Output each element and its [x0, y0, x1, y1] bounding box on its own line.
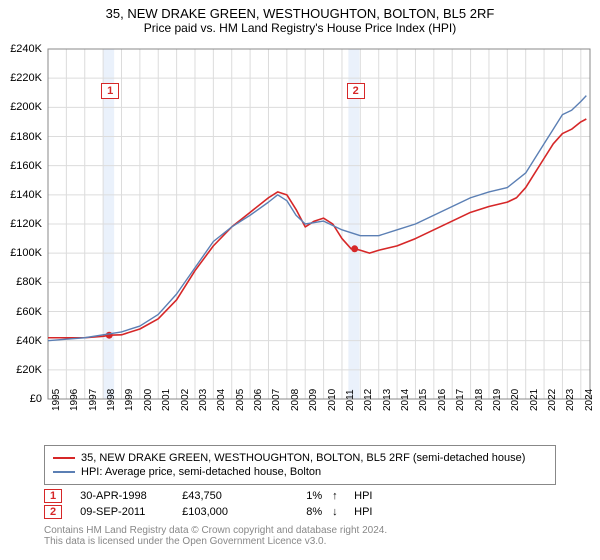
footer-line2: This data is licensed under the Open Gov… — [44, 536, 556, 547]
sale-pct: 8% — [272, 506, 322, 518]
legend-item: 35, NEW DRAKE GREEN, WESTHOUGHTON, BOLTO… — [53, 452, 547, 464]
y-tick-label: £0 — [0, 393, 42, 405]
x-tick-label: 2007 — [271, 389, 282, 411]
x-tick-label: 2021 — [529, 389, 540, 411]
x-tick-label: 2006 — [253, 389, 264, 411]
x-tick-label: 2016 — [437, 389, 448, 411]
y-tick-label: £60K — [0, 306, 42, 318]
x-tick-label: 2012 — [363, 389, 374, 411]
y-tick-label: £100K — [0, 247, 42, 259]
sale-row: 2 09-SEP-2011 £103,000 8% ↓ HPI — [44, 505, 556, 519]
sale-row: 1 30-APR-1998 £43,750 1% ↑ HPI — [44, 489, 556, 503]
x-tick-label: 2015 — [418, 389, 429, 411]
legend-swatch — [53, 457, 75, 459]
x-tick-label: 2000 — [143, 389, 154, 411]
chart-container: 35, NEW DRAKE GREEN, WESTHOUGHTON, BOLTO… — [0, 0, 600, 560]
page-title: 35, NEW DRAKE GREEN, WESTHOUGHTON, BOLTO… — [0, 0, 600, 21]
arrow-icon: ↓ — [332, 506, 344, 518]
legend: 35, NEW DRAKE GREEN, WESTHOUGHTON, BOLTO… — [44, 445, 556, 485]
arrow-icon: ↑ — [332, 490, 344, 502]
x-tick-label: 1999 — [124, 389, 135, 411]
x-tick-label: 1996 — [69, 389, 80, 411]
y-tick-label: £160K — [0, 160, 42, 172]
y-tick-label: £40K — [0, 335, 42, 347]
x-tick-label: 2023 — [565, 389, 576, 411]
sale-date: 09-SEP-2011 — [72, 506, 172, 518]
x-tick-label: 2017 — [455, 389, 466, 411]
legend-label: 35, NEW DRAKE GREEN, WESTHOUGHTON, BOLTO… — [81, 452, 525, 464]
x-tick-label: 2013 — [382, 389, 393, 411]
sale-pct: 1% — [272, 490, 322, 502]
x-tick-label: 2009 — [308, 389, 319, 411]
footer: Contains HM Land Registry data © Crown c… — [44, 525, 556, 547]
page-subtitle: Price paid vs. HM Land Registry's House … — [0, 21, 600, 39]
x-tick-label: 2024 — [584, 389, 595, 411]
sale-marker: 1 — [44, 489, 62, 503]
event-marker: 2 — [347, 83, 365, 99]
sale-price: £103,000 — [182, 506, 262, 518]
y-tick-label: £120K — [0, 218, 42, 230]
x-tick-label: 2005 — [235, 389, 246, 411]
y-tick-label: £220K — [0, 72, 42, 84]
x-tick-label: 2003 — [198, 389, 209, 411]
sale-date: 30-APR-1998 — [72, 490, 172, 502]
x-tick-label: 1997 — [88, 389, 99, 411]
x-tick-label: 2002 — [180, 389, 191, 411]
x-tick-label: 2004 — [216, 389, 227, 411]
legend-swatch — [53, 471, 75, 473]
x-tick-label: 2010 — [327, 389, 338, 411]
sale-price: £43,750 — [182, 490, 262, 502]
sales-table: 1 30-APR-1998 £43,750 1% ↑ HPI 2 09-SEP-2011 £10… — [0, 489, 600, 519]
x-tick-label: 2001 — [161, 389, 172, 411]
x-tick-label: 2011 — [345, 389, 356, 411]
x-tick-label: 2020 — [510, 389, 521, 411]
x-tick-label: 2019 — [492, 389, 503, 411]
y-tick-label: £200K — [0, 101, 42, 113]
x-tick-label: 2014 — [400, 389, 411, 411]
x-tick-label: 1998 — [106, 389, 117, 411]
y-tick-label: £20K — [0, 364, 42, 376]
x-tick-label: 2008 — [290, 389, 301, 411]
x-tick-label: 1995 — [51, 389, 62, 411]
chart-area: £0 £20K £40K £60K £80K £100K £120K £140K £160K £1… — [0, 39, 600, 439]
line-chart — [0, 39, 600, 439]
footer-line1: Contains HM Land Registry data © Crown c… — [44, 525, 556, 536]
y-tick-label: £80K — [0, 276, 42, 288]
x-tick-label: 2022 — [547, 389, 558, 411]
x-tick-label: 2018 — [474, 389, 485, 411]
y-tick-label: £180K — [0, 131, 42, 143]
y-tick-label: £240K — [0, 43, 42, 55]
event-marker: 1 — [101, 83, 119, 99]
legend-item: HPI: Average price, semi-detached house,… — [53, 466, 547, 478]
sale-marker: 2 — [44, 505, 62, 519]
sale-hpi: HPI — [354, 490, 372, 502]
y-tick-label: £140K — [0, 189, 42, 201]
sale-hpi: HPI — [354, 506, 372, 518]
legend-label: HPI: Average price, semi-detached house,… — [81, 466, 321, 478]
